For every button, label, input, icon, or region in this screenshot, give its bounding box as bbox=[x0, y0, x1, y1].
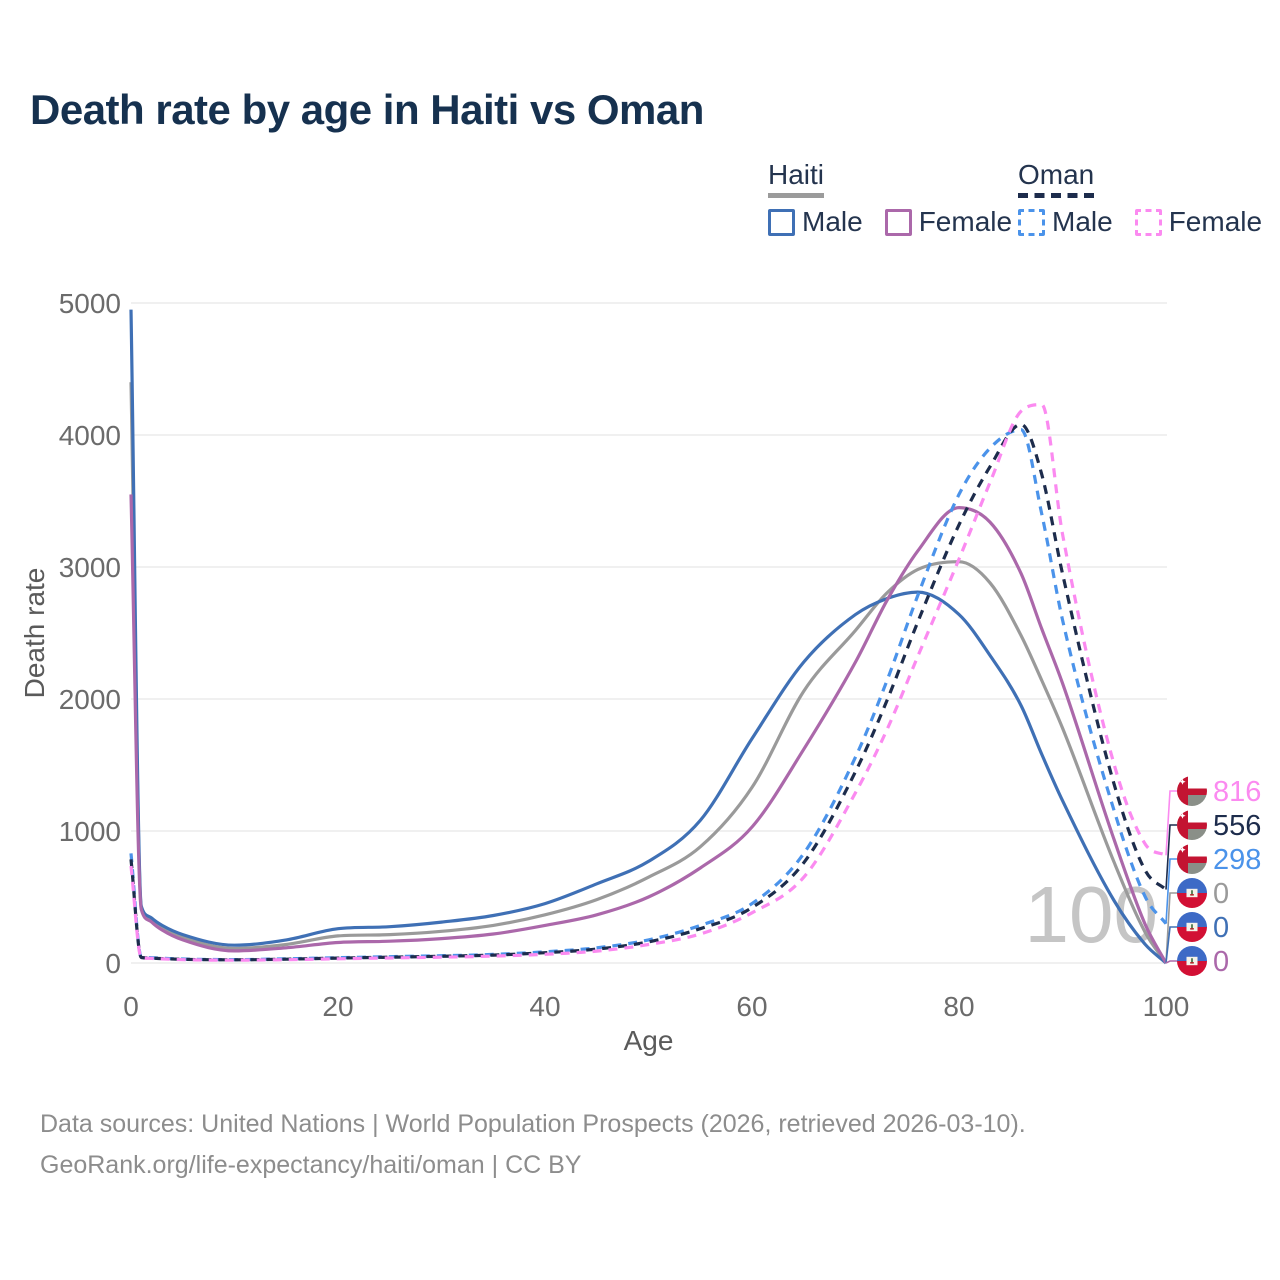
x-axis-tick-label: 80 bbox=[943, 991, 974, 1022]
legend-group-haiti: Haiti Male Female bbox=[768, 160, 1012, 238]
chart-legend: Haiti Male Female Oman Male bbox=[0, 160, 1280, 250]
series-line-oman-male[interactable] bbox=[129, 428, 1168, 962]
legend-item-oman-male[interactable]: Male bbox=[1018, 206, 1113, 238]
legend-item-oman-female[interactable]: Female bbox=[1134, 206, 1263, 238]
haiti-flag-icon bbox=[1177, 946, 1207, 976]
legend-items-oman: Male Female bbox=[1018, 206, 1262, 238]
y-axis-tick-label: 4000 bbox=[59, 420, 121, 451]
oman-female-swatch-icon bbox=[1134, 208, 1162, 236]
x-axis-tick-label: 40 bbox=[529, 991, 560, 1022]
y-axis-tick-label: 2000 bbox=[59, 684, 121, 715]
series-line-oman-all[interactable] bbox=[129, 422, 1168, 962]
oman-flag-icon bbox=[1177, 776, 1207, 806]
legend-label-haiti-male: Male bbox=[802, 206, 863, 237]
legend-title-oman: Oman bbox=[1018, 160, 1095, 198]
x-axis-tick-label: 20 bbox=[322, 991, 353, 1022]
end-value-oman-male: 298 bbox=[1213, 844, 1261, 876]
y-axis-tick-label: 5000 bbox=[59, 288, 121, 319]
haiti-male-swatch-icon bbox=[768, 208, 795, 236]
page-title: Death rate by age in Haiti vs Oman bbox=[30, 86, 704, 133]
oman-male-swatch-icon bbox=[1018, 208, 1045, 236]
legend-items-haiti: Male Female bbox=[768, 206, 1012, 238]
oman-flag-icon bbox=[1177, 844, 1207, 874]
legend-group-oman: Oman Male Female bbox=[1018, 160, 1262, 238]
x-axis-tick-label: 60 bbox=[736, 991, 767, 1022]
series-line-haiti-male[interactable] bbox=[129, 309, 1168, 965]
series-line-haiti-all[interactable] bbox=[129, 382, 1168, 964]
y-axis-tick-label: 3000 bbox=[59, 552, 121, 583]
haiti-flag-icon bbox=[1177, 912, 1207, 942]
y-axis-tick-label: 0 bbox=[105, 948, 121, 979]
legend-title-haiti: Haiti bbox=[768, 160, 825, 198]
source-attribution: Data sources: United Nations | World Pop… bbox=[40, 1104, 1026, 1186]
haiti-female-swatch-icon bbox=[884, 208, 912, 236]
legend-item-haiti-female[interactable]: Female bbox=[884, 206, 1013, 238]
end-value-haiti-male: 0 bbox=[1213, 912, 1229, 944]
series-line-haiti-female[interactable] bbox=[129, 494, 1168, 964]
series-line-oman-female[interactable] bbox=[129, 402, 1167, 962]
legend-label-haiti-female: Female bbox=[918, 206, 1013, 237]
end-value-oman-female: 816 bbox=[1213, 776, 1261, 808]
x-axis-tick-label: 0 bbox=[123, 991, 139, 1022]
data-sources-line: Data sources: United Nations | World Pop… bbox=[40, 1110, 1026, 1138]
y-axis-tick-label: 1000 bbox=[59, 816, 121, 847]
legend-label-oman-female: Female bbox=[1168, 206, 1263, 237]
haiti-flag-icon bbox=[1177, 878, 1207, 908]
legend-item-haiti-male[interactable]: Male bbox=[768, 206, 863, 238]
oman-flag-icon bbox=[1177, 810, 1207, 840]
x-axis-tick-label: 100 bbox=[1143, 991, 1190, 1022]
end-value-haiti-all: 0 bbox=[1213, 878, 1229, 910]
end-value-haiti-female: 0 bbox=[1213, 946, 1229, 978]
legend-label-oman-male: Male bbox=[1052, 206, 1113, 237]
end-value-oman-all: 556 bbox=[1213, 810, 1261, 842]
y-axis-title: Death rate bbox=[19, 568, 50, 699]
source-url-line[interactable]: GeoRank.org/life-expectancy/haiti/oman |… bbox=[40, 1151, 582, 1179]
x-axis-title: Age bbox=[624, 1025, 674, 1056]
